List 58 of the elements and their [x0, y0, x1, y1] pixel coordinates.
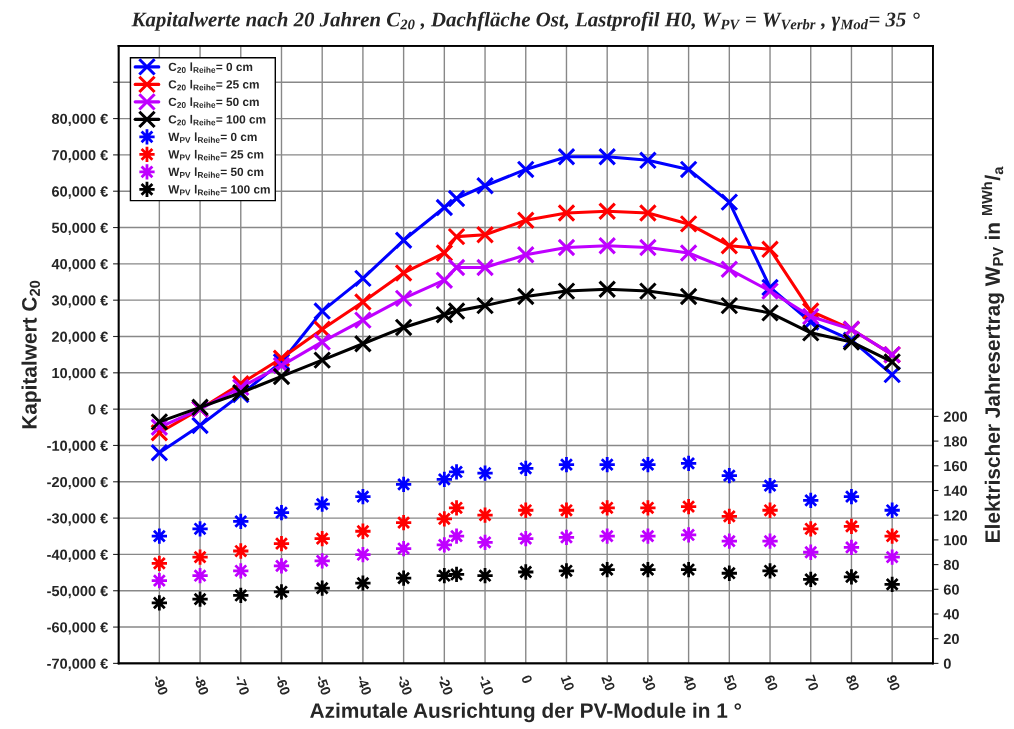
- y2-tick-label: 180: [944, 436, 968, 447]
- y2-tick-label: 120: [944, 510, 968, 521]
- x-axis-title: Azimutale Ausrichtung der PV-Module in 1 °: [310, 702, 742, 723]
- y-tick-label: -10,000 €: [47, 440, 108, 453]
- y-tick-label: 0 €: [88, 404, 108, 415]
- y-tick-label: 10,000 €: [52, 367, 108, 381]
- x-tick-label: 80: [845, 674, 860, 692]
- x-tick-label: 10: [560, 674, 575, 692]
- x-tick-label: -30: [396, 674, 413, 696]
- legend-label: W$_{PV}$ l$_{Reihe}$= 50 cm: [168, 167, 264, 178]
- y2-tick-label: 0: [943, 658, 951, 669]
- x-tick-label: -10: [478, 674, 495, 696]
- y-tick-label: -40,000 €: [47, 549, 108, 562]
- x-tick-label: 40: [682, 674, 697, 692]
- y2-axis-title: Elektrischer Jahresertrag W$_{PV}$ in $^{MWh}$/$_{a}$: [981, 166, 1005, 542]
- legend-label: C$_{20}$ l$_{Reihe}$= 100 cm: [168, 114, 266, 126]
- y2-tick-label: 140: [944, 485, 968, 496]
- y-tick-label: 40,000 €: [51, 258, 108, 272]
- x-tick-label: 70: [804, 674, 819, 692]
- x-tick-label: -90: [152, 674, 169, 696]
- x-tick-label: 60: [764, 674, 779, 692]
- y2-tick-label: 40: [943, 609, 959, 620]
- x-tick-label: 50: [723, 674, 738, 692]
- y-tick-label: -30,000 €: [47, 513, 108, 526]
- legend-label: C$_{20}$ l$_{Reihe}$= 25 cm: [168, 79, 259, 91]
- y-tick-label: 30,000 €: [51, 295, 108, 308]
- legend-label: W$_{PV}$ l$_{Reihe}$= 100 cm: [168, 184, 270, 196]
- x-tick-label: 90: [886, 674, 901, 692]
- legend-label: C$_{20}$ l$_{Reihe}$= 50 cm: [168, 97, 259, 108]
- legend-label: W$_{PV}$ l$_{Reihe}$= 25 cm: [168, 149, 264, 161]
- y2-tick-label: 200: [943, 411, 968, 422]
- y-tick-label: -70,000 €: [47, 658, 108, 671]
- y-tick-label: -20,000 €: [47, 476, 108, 490]
- x-tick-label: -50: [315, 674, 332, 696]
- x-tick-label: -60: [274, 674, 291, 696]
- x-tick-label: -80: [193, 674, 210, 696]
- x-tick-label: 0: [521, 674, 533, 685]
- y-tick-label: 20,000 €: [51, 331, 108, 345]
- x-tick-label: 20: [601, 674, 616, 692]
- y-tick-label: 70,000 €: [52, 149, 108, 163]
- y-axis-title: Kapitalwert C$_{20}$: [21, 280, 41, 429]
- y2-tick-label: 100: [944, 535, 968, 546]
- y-tick-label: -60,000 €: [47, 622, 108, 635]
- x-tick-label: 30: [641, 674, 657, 692]
- y2-tick-label: 80: [943, 559, 959, 571]
- y2-tick-label: 160: [944, 460, 968, 472]
- x-tick-label: -70: [234, 674, 250, 696]
- y-tick-label: 60,000 €: [51, 186, 108, 199]
- y-tick-label: 80,000 €: [51, 113, 108, 127]
- legend-label: W$_{PV}$ l$_{Reihe}$= 0 cm: [168, 132, 257, 143]
- y2-tick-label: 20: [943, 633, 959, 645]
- chart-title: Kapitalwerte nach 20 Jahren C$_{20}$ , Dachfläche Ost, Lastprofil H0, W$_{PV}$ = W$_{Verbr}$ , γ$_{Mod}$= 35 °: [131, 11, 920, 31]
- legend-label: C$_{20}$ l$_{Reihe}$= 0 cm: [168, 62, 253, 73]
- x-tick-label: -40: [356, 674, 372, 696]
- y-tick-label: -50,000 €: [47, 585, 108, 599]
- y-tick-label: 50,000 €: [51, 222, 108, 236]
- x-tick-label: -20: [437, 674, 454, 696]
- y2-tick-label: 60: [943, 584, 959, 595]
